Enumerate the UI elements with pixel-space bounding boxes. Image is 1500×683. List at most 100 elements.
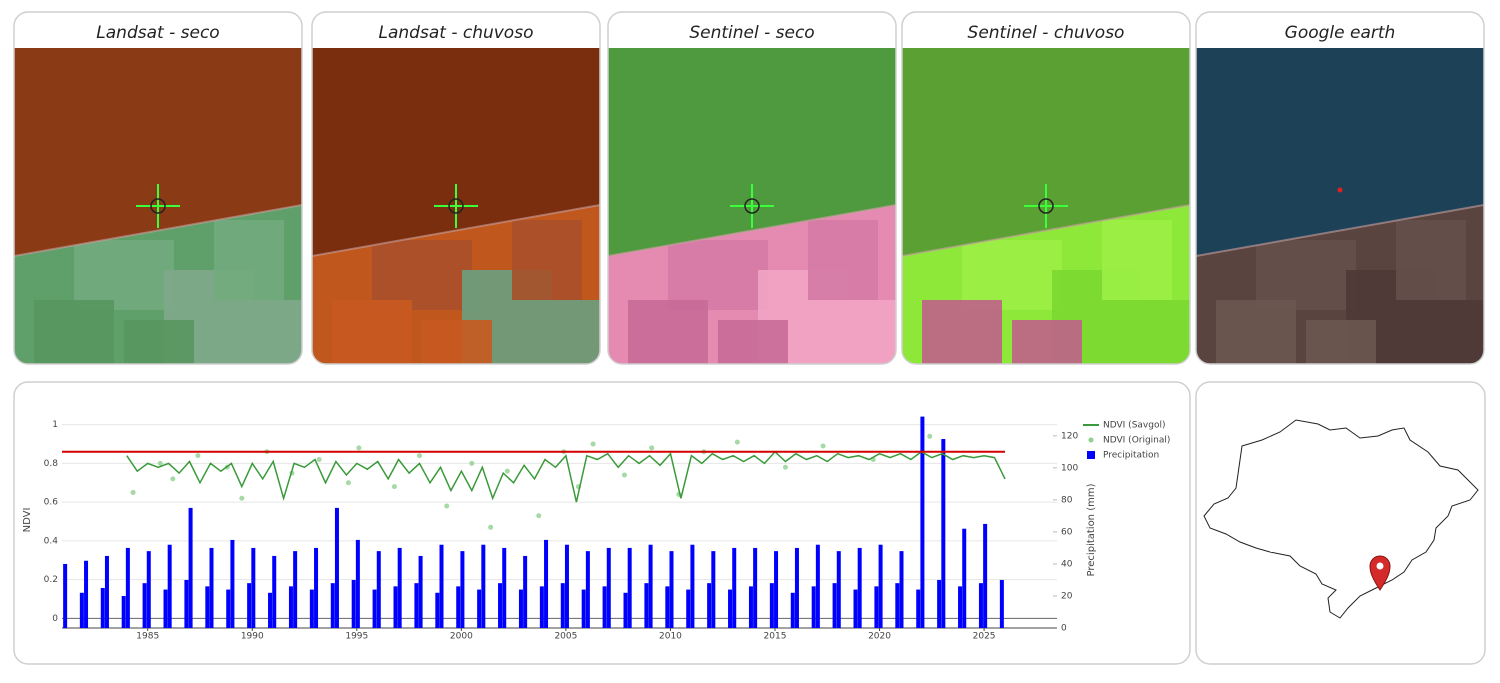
x-tick-label: 2000: [450, 632, 473, 642]
precip-bar: [397, 547, 402, 628]
x-tick-label: 1995: [345, 632, 368, 642]
precip-bar: [585, 551, 590, 628]
precip-bar: [899, 551, 904, 628]
panel-title: Google earth: [1285, 23, 1396, 43]
ndvi-point: [417, 453, 423, 459]
image-panel: [608, 12, 896, 364]
image-field: [808, 220, 878, 300]
precip-bar: [414, 583, 419, 628]
image-road: [312, 204, 600, 257]
precip-bar: [941, 439, 946, 628]
crosshair-ring: [150, 198, 166, 214]
precip-bar: [707, 583, 712, 628]
x-tick-label: 2015: [764, 632, 787, 642]
image-field: [372, 240, 472, 310]
panel-header: [1196, 12, 1484, 48]
ndvi-point: [927, 433, 933, 439]
precip-bar: [648, 544, 653, 628]
precip-bar: [247, 583, 252, 628]
precip-bar: [163, 589, 168, 628]
location-pin: [1369, 555, 1391, 591]
ndvi-point: [444, 503, 450, 509]
image-field: [1216, 300, 1296, 364]
panel-frame: [1195, 11, 1485, 365]
ndvi-point: [130, 489, 136, 495]
image-field: [962, 240, 1062, 310]
precip-bar: [665, 586, 670, 628]
precip-bar: [418, 555, 423, 628]
precip-bar: [518, 589, 523, 628]
precip-bar: [920, 416, 925, 628]
y2-tick-label: 0: [1061, 624, 1067, 634]
x-tick-label: 1990: [241, 632, 264, 642]
ndvi-point: [504, 468, 510, 474]
image-road: [902, 204, 1190, 257]
image-field: [34, 300, 114, 364]
image-field: [1396, 220, 1466, 300]
image-field: [718, 320, 788, 364]
image-field: [332, 300, 412, 364]
ndvi-point: [316, 457, 322, 463]
image-panel: [902, 12, 1190, 364]
panel-frame: [311, 11, 601, 365]
precip-bar: [623, 592, 628, 628]
image-field: [1256, 240, 1356, 310]
image-forest: [902, 48, 1190, 256]
precip-bar: [686, 589, 691, 628]
precip-bar: [602, 586, 607, 628]
precip-bar: [293, 551, 298, 628]
precip-bar: [878, 544, 883, 628]
precip-bar: [393, 586, 398, 628]
legend-label: Precipitation: [1103, 451, 1159, 461]
precip-bar: [502, 547, 507, 628]
precip-bar: [690, 544, 695, 628]
panel-title: Sentinel - seco: [689, 23, 814, 43]
precip-bar: [811, 586, 816, 628]
y-tick-label: 1: [52, 420, 58, 430]
ndvi-point: [820, 443, 826, 449]
precip-bar: [330, 583, 335, 628]
precip-bar: [544, 539, 549, 628]
y-tick-label: 0.6: [44, 498, 59, 508]
image-road: [14, 204, 302, 257]
precip-bar: [104, 555, 109, 628]
image-field: [1102, 220, 1172, 300]
panel-header: [608, 12, 896, 48]
precip-bar: [481, 544, 486, 628]
x-tick-label: 2025: [973, 632, 996, 642]
x-tick-label: 2020: [868, 632, 891, 642]
precip-bar: [895, 583, 900, 628]
precip-bar: [560, 583, 565, 628]
precip-bar: [372, 589, 377, 628]
precip-bar: [209, 547, 214, 628]
y-tick-label: 0.2: [44, 575, 58, 585]
image-field: [124, 320, 194, 364]
x-tick-label: 2005: [554, 632, 577, 642]
panel-title: Sentinel - chuvoso: [968, 23, 1125, 43]
precip-bar: [978, 583, 983, 628]
image-field: [1436, 300, 1484, 364]
image-road: [1196, 204, 1484, 257]
panel-title: Landsat - chuvoso: [379, 23, 534, 43]
image-forest: [608, 48, 896, 256]
y2-tick-label: 100: [1061, 463, 1078, 473]
precip-bar: [188, 507, 193, 628]
image-field: [552, 300, 600, 364]
image-field: [922, 300, 1002, 364]
precip-bar: [774, 551, 779, 628]
image-forest: [1196, 48, 1484, 256]
precip-bar: [564, 544, 569, 628]
panel-header: [902, 12, 1190, 48]
panel-title: Landsat - seco: [96, 23, 219, 43]
precip-bar: [669, 551, 674, 628]
precip-bar: [184, 579, 189, 628]
precip-bar: [167, 544, 172, 628]
precip-bar: [732, 547, 737, 628]
ndvi-point: [195, 453, 201, 459]
legend-swatch: [1087, 451, 1095, 459]
precip-bar: [523, 555, 528, 628]
ndvi-line: [126, 450, 1006, 503]
image-field: [512, 220, 582, 300]
